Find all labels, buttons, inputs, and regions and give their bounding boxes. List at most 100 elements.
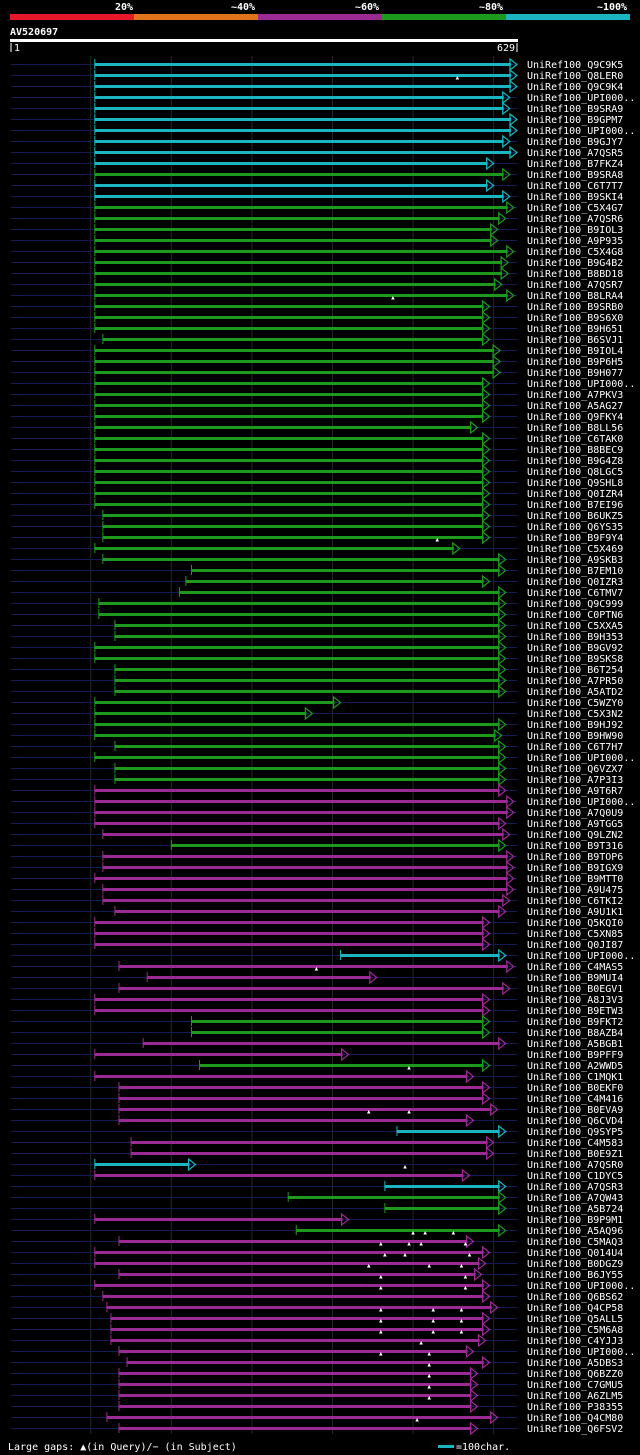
hit-label[interactable]: UniRef100_Q4CP58: [527, 1303, 623, 1314]
hit-row[interactable]: UniRef100_B9SRB0: [11, 296, 623, 314]
hit-label[interactable]: UniRef100_Q9C9K4: [527, 82, 623, 93]
hit-label[interactable]: UniRef100_A7PR50: [527, 676, 623, 687]
hit-label[interactable]: UniRef100_UPI000..: [527, 93, 635, 104]
hit-row[interactable]: UniRef100_Q6YS35: [11, 519, 623, 534]
hit-label[interactable]: UniRef100_A5AQ96: [527, 1226, 623, 1237]
hit-row[interactable]: UniRef100_Q0IZR3: [11, 574, 623, 589]
hit-row[interactable]: UniRef100_B9H077: [11, 365, 623, 380]
hit-label[interactable]: UniRef100_B0E9Z1: [527, 1149, 623, 1160]
hit-row[interactable]: UniRef100_Q9LZN2: [11, 827, 623, 842]
hit-label[interactable]: UniRef100_B8BD18: [527, 269, 623, 280]
hit-row[interactable]: UniRef100_A2WWD5: [11, 1058, 623, 1073]
hit-label[interactable]: UniRef100_B9TOP6: [527, 852, 623, 863]
hit-row[interactable]: UniRef100_A7P3I3: [11, 772, 623, 787]
hit-row[interactable]: UniRef100_UPI000..: [11, 750, 635, 765]
hit-row[interactable]: UniRef100_B9SKS8: [11, 651, 623, 666]
hit-row[interactable]: UniRef100_B9PFF9: [11, 1047, 623, 1062]
hit-row[interactable]: UniRef100_Q014U4: [11, 1242, 623, 1260]
hit-row[interactable]: UniRef100_C5X4G7: [11, 200, 623, 215]
hit-row[interactable]: UniRef100_Q6BS62: [11, 1286, 623, 1304]
hit-label[interactable]: UniRef100_B9H077: [527, 368, 623, 379]
hit-label[interactable]: UniRef100_B9IGX9: [527, 863, 623, 874]
hit-row[interactable]: UniRef100_B9FKT2: [11, 1014, 623, 1029]
hit-label[interactable]: UniRef100_C0PTN6: [527, 610, 623, 621]
hit-row[interactable]: UniRef100_A8J3V3: [11, 992, 623, 1007]
hit-row[interactable]: UniRef100_Q0JI87: [11, 937, 623, 952]
hit-row[interactable]: UniRef100_C5MAQ3: [11, 1231, 623, 1249]
hit-label[interactable]: UniRef100_B9S6X0: [527, 313, 623, 324]
hit-label[interactable]: UniRef100_C5X4G8: [527, 247, 623, 258]
hit-label[interactable]: UniRef100_B9SKS8: [527, 654, 623, 665]
hit-label[interactable]: UniRef100_B9F9Y4: [527, 533, 623, 544]
hit-label[interactable]: UniRef100_Q4CM80: [527, 1413, 623, 1424]
hit-label[interactable]: UniRef100_Q9SYP5: [527, 1127, 623, 1138]
hit-label[interactable]: UniRef100_A7QSR0: [527, 1160, 623, 1171]
hit-label[interactable]: UniRef100_A7QSR5: [527, 148, 623, 159]
hit-row[interactable]: UniRef100_P38355: [11, 1396, 623, 1414]
hit-row[interactable]: UniRef100_Q8LGC5: [11, 464, 623, 479]
hit-row[interactable]: UniRef100_B0EVA9: [11, 1102, 623, 1117]
hit-label[interactable]: UniRef100_Q0IZR4: [527, 489, 623, 500]
hit-label[interactable]: UniRef100_Q9FKY4: [527, 412, 623, 423]
hit-label[interactable]: UniRef100_B9HW90: [527, 731, 623, 742]
hit-row[interactable]: UniRef100_C5XN85: [11, 926, 623, 941]
hit-row[interactable]: UniRef100_B9H353: [11, 629, 623, 644]
hit-row[interactable]: UniRef100_A7QSR6: [11, 211, 623, 226]
hit-label[interactable]: UniRef100_UPI000..: [527, 797, 635, 808]
hit-row[interactable]: UniRef100_B9G4Z8: [11, 453, 623, 468]
hit-label[interactable]: UniRef100_B9GV92: [527, 643, 623, 654]
hit-row[interactable]: UniRef100_C0PTN6: [11, 607, 623, 622]
hit-row[interactable]: UniRef100_C4M583: [11, 1135, 623, 1150]
hit-row[interactable]: UniRef100_A9U1K1: [11, 904, 623, 919]
hit-label[interactable]: UniRef100_B9H651: [527, 324, 623, 335]
hit-label[interactable]: UniRef100_C4MAS5: [527, 962, 623, 973]
hit-label[interactable]: UniRef100_A7QSR3: [527, 1182, 623, 1193]
hit-row[interactable]: UniRef100_Q9SHL8: [11, 475, 623, 490]
hit-row[interactable]: UniRef100_A5AG27: [11, 398, 623, 413]
hit-label[interactable]: UniRef100_A7PKV3: [527, 390, 623, 401]
hit-label[interactable]: UniRef100_A6ZLM5: [527, 1391, 623, 1402]
hit-row[interactable]: UniRef100_B8BEC9: [11, 442, 623, 457]
hit-label[interactable]: UniRef100_C4M416: [527, 1094, 623, 1105]
hit-label[interactable]: UniRef100_B9P9M1: [527, 1215, 623, 1226]
hit-row[interactable]: UniRef100_A9T6R7: [11, 783, 623, 798]
hit-row[interactable]: UniRef100_UPI000..: [11, 1341, 635, 1359]
hit-label[interactable]: UniRef100_B8AZB4: [527, 1028, 623, 1039]
hit-row[interactable]: UniRef100_B0EKF0: [11, 1080, 623, 1095]
hit-row[interactable]: UniRef100_Q9FKY4: [11, 409, 623, 424]
hit-label[interactable]: UniRef100_A5DBS3: [527, 1358, 623, 1369]
hit-row[interactable]: UniRef100_C4M416: [11, 1091, 623, 1106]
hit-label[interactable]: UniRef100_Q5ALL5: [527, 1314, 623, 1325]
hit-row[interactable]: UniRef100_Q9SYP5: [11, 1124, 623, 1139]
hit-label[interactable]: UniRef100_Q0JI87: [527, 940, 623, 951]
hit-row[interactable]: UniRef100_B9TOP6: [11, 849, 623, 864]
hit-label[interactable]: UniRef100_B9MTT0: [527, 874, 623, 885]
hit-label[interactable]: UniRef100_Q8LGC5: [527, 467, 623, 478]
hit-row[interactable]: UniRef100_B6SVJ1: [11, 332, 623, 347]
hit-row[interactable]: UniRef100_B9T316: [11, 838, 623, 853]
hit-label[interactable]: UniRef100_A7QSR7: [527, 280, 623, 291]
hit-row[interactable]: UniRef100_A6ZLM5: [11, 1385, 623, 1403]
hit-row[interactable]: UniRef100_B9SRA9: [11, 101, 623, 116]
hit-row[interactable]: UniRef100_Q9C9K4: [11, 76, 623, 94]
hit-label[interactable]: UniRef100_B9G4Z8: [527, 456, 623, 467]
hit-label[interactable]: UniRef100_UPI000..: [527, 1347, 635, 1358]
hit-label[interactable]: UniRef100_B8BEC9: [527, 445, 623, 456]
hit-row[interactable]: UniRef100_B9SKI4: [11, 189, 623, 204]
hit-row[interactable]: UniRef100_A7QW43: [11, 1190, 623, 1205]
hit-row[interactable]: UniRef100_Q6FSV2: [11, 1418, 623, 1436]
hit-row[interactable]: UniRef100_B8LRA4: [11, 288, 623, 303]
hit-row[interactable]: UniRef100_B0DGZ9: [11, 1253, 623, 1271]
hit-row[interactable]: UniRef100_B7EI96: [11, 497, 623, 512]
hit-row[interactable]: UniRef100_B9SRA8: [11, 167, 623, 182]
hit-label[interactable]: UniRef100_B7EM10: [527, 566, 623, 577]
hit-row[interactable]: UniRef100_B6T254: [11, 662, 623, 677]
hit-label[interactable]: UniRef100_Q6YS35: [527, 522, 623, 533]
hit-row[interactable]: UniRef100_A5BGB1: [11, 1036, 623, 1051]
hit-row[interactable]: UniRef100_B9GJY7: [11, 134, 623, 149]
hit-label[interactable]: UniRef100_C6T7T7: [527, 181, 623, 192]
hit-row[interactable]: UniRef100_B9F9Y4: [11, 530, 623, 545]
hit-row[interactable]: UniRef100_B9HW90: [11, 728, 623, 743]
hit-row[interactable]: UniRef100_Q5ALL5: [11, 1308, 623, 1326]
hit-row[interactable]: UniRef100_B9MTT0: [11, 871, 623, 886]
